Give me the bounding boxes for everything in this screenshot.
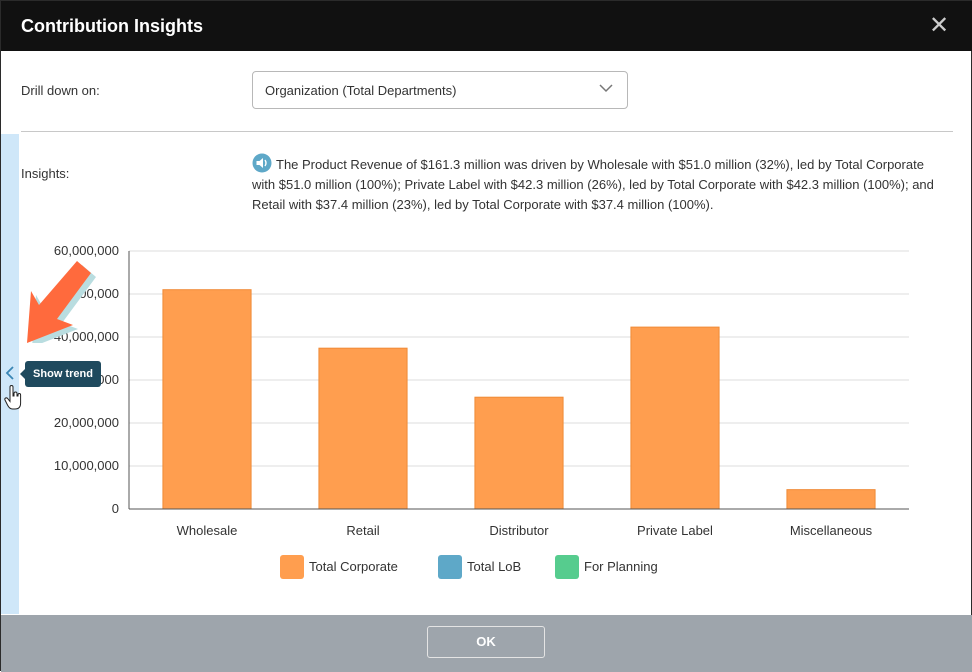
- show-trend-side-panel[interactable]: [1, 134, 19, 614]
- legend-label: Total LoB: [467, 559, 522, 574]
- chevron-down-icon: [599, 84, 613, 93]
- y-tick-label: 20,000,000: [54, 415, 119, 430]
- title-bar: Contribution Insights ✕: [1, 1, 972, 51]
- close-icon[interactable]: ✕: [928, 12, 950, 39]
- bar-private-label: [630, 326, 720, 510]
- gridlines: [129, 250, 909, 467]
- drill-down-select[interactable]: Organization (Total Departments): [252, 71, 628, 109]
- legend-label: Total Corporate: [309, 559, 398, 574]
- bar-distributor: [474, 396, 564, 510]
- speaker-icon[interactable]: [252, 153, 272, 173]
- contribution-bar-chart: 010,000,00020,000,00030,000,00040,000,00…: [54, 243, 909, 538]
- bars: [162, 289, 876, 510]
- x-tick-label: Wholesale: [177, 523, 238, 538]
- y-tick-label: 10,000,000: [54, 458, 119, 473]
- y-tick-label: 60,000,000: [54, 243, 119, 258]
- insights-label: Insights:: [21, 166, 70, 181]
- hand-cursor-icon: [4, 385, 22, 410]
- x-tick-label: Private Label: [637, 523, 713, 538]
- legend-swatch: [280, 555, 304, 579]
- dialog-title: Contribution Insights: [21, 16, 203, 36]
- drill-down-selected-value: Organization (Total Departments): [265, 83, 457, 98]
- bar-miscellaneous: [786, 489, 876, 510]
- bar-wholesale: [162, 289, 252, 510]
- x-tick-label: Retail: [346, 523, 379, 538]
- insights-paragraph: The Product Revenue of $161.3 million wa…: [252, 153, 942, 215]
- ok-button[interactable]: OK: [427, 626, 545, 658]
- chevron-left-icon[interactable]: [4, 366, 16, 380]
- x-tick-label: Miscellaneous: [790, 523, 873, 538]
- bar-retail: [318, 347, 408, 510]
- axes: [128, 251, 909, 510]
- drill-down-label: Drill down on:: [21, 83, 100, 98]
- legend-swatch: [438, 555, 462, 579]
- section-divider: [21, 131, 953, 132]
- legend-swatch: [555, 555, 579, 579]
- legend-label: For Planning: [584, 559, 658, 574]
- y-tick-label: 0: [112, 501, 119, 516]
- y-tick-label: 40,000,000: [54, 329, 119, 344]
- show-trend-tooltip: Show trend: [20, 361, 101, 387]
- annotation-arrow-icon: [27, 261, 96, 343]
- insights-text: The Product Revenue of $161.3 million wa…: [252, 157, 934, 212]
- x-tick-label: Distributor: [489, 523, 549, 538]
- tick-labels: 010,000,00020,000,00030,000,00040,000,00…: [54, 243, 873, 538]
